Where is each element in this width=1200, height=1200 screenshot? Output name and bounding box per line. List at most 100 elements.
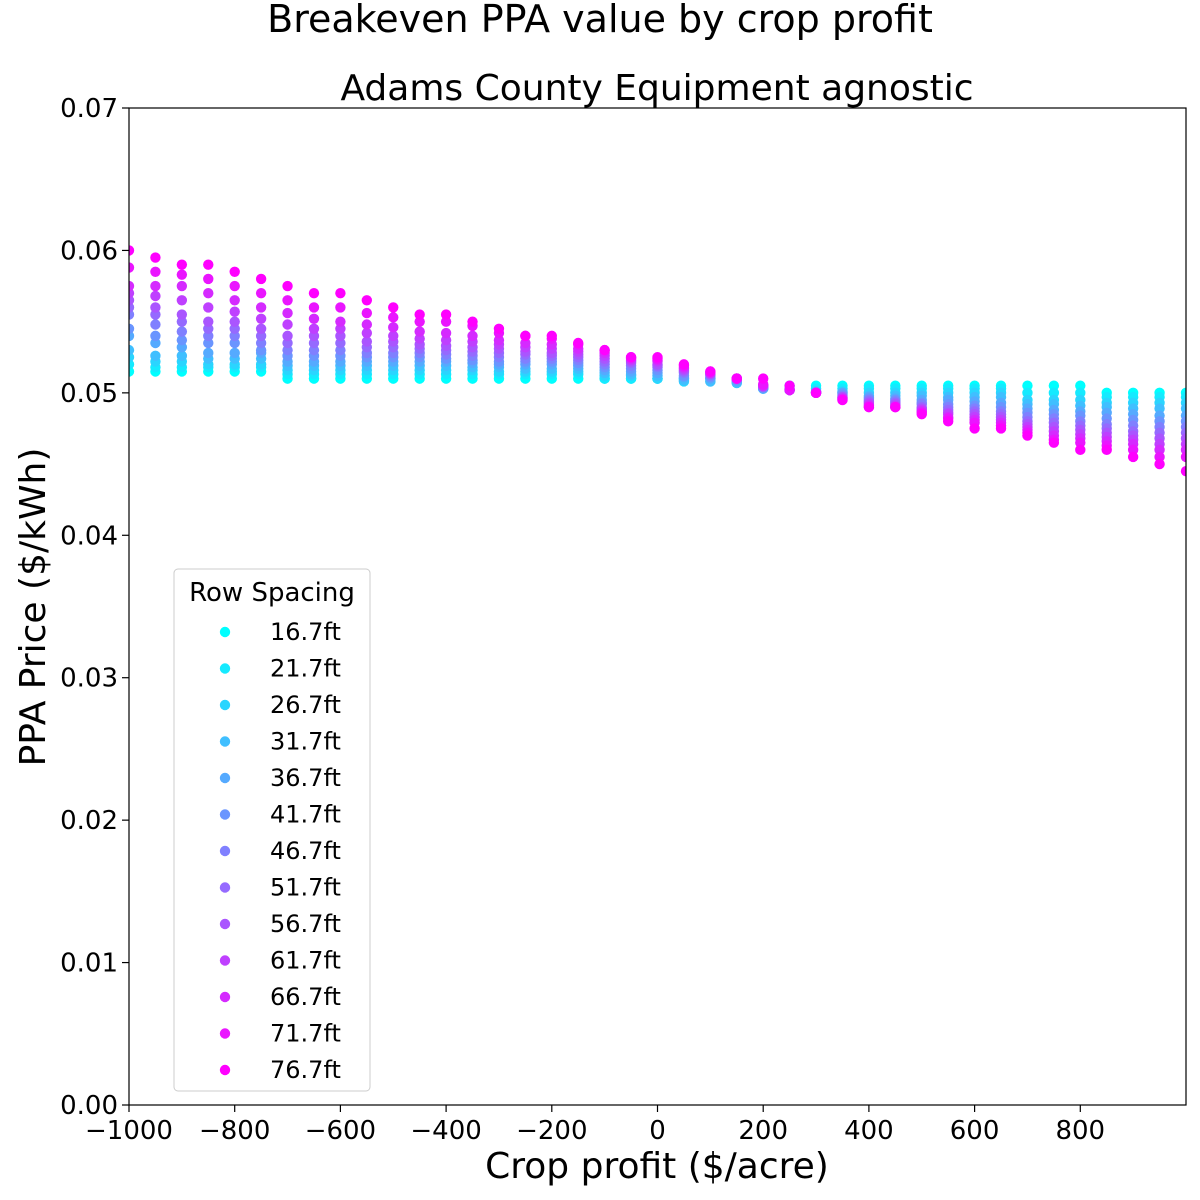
scatter-point (731, 373, 742, 384)
legend-label: 76.7ft (270, 1056, 341, 1084)
scatter-point (414, 326, 425, 337)
chart-title: Adams County Equipment agnostic (340, 68, 973, 109)
x-axis: −1000 −800 −600 −400 −200 0 200 400 600 800 (85, 1105, 1105, 1146)
legend-title: Row Spacing (189, 578, 355, 608)
scatter-point (440, 334, 452, 346)
scatter-point (916, 409, 927, 420)
scatter-point (335, 302, 346, 313)
scatter-point (1022, 430, 1033, 441)
scatter-point (1127, 444, 1139, 456)
scatter-point (308, 287, 320, 299)
scatter-point (308, 302, 320, 313)
scatter-point (282, 280, 293, 292)
scatter-point (1075, 444, 1086, 456)
scatter-point (942, 416, 954, 427)
legend-marker (219, 882, 231, 893)
scatter-point (1101, 444, 1112, 456)
x-tick-label: −400 (410, 1116, 481, 1146)
scatter-point (440, 309, 452, 320)
scatter-point (1048, 380, 1060, 391)
legend-marker (219, 1028, 231, 1039)
scatter-point (203, 337, 214, 349)
scatter-point (308, 344, 320, 356)
scatter-point (388, 330, 399, 342)
scatter-point (440, 316, 452, 327)
scatter-point (282, 344, 293, 356)
scatter-point (652, 352, 663, 363)
chart-suptitle: Breakeven PPA value by crop profit (267, 0, 933, 41)
legend-label: 56.7ft (270, 910, 341, 938)
scatter-point (255, 273, 267, 285)
legend-label: 66.7ft (270, 983, 341, 1011)
legend-label: 41.7ft (270, 801, 341, 829)
scatter-point (599, 344, 610, 356)
scatter-point (388, 322, 399, 333)
legend-label: 51.7ft (270, 874, 341, 902)
scatter-point (361, 295, 373, 306)
scatter-point (414, 333, 425, 344)
scatter-point (203, 347, 214, 359)
scatter-point (176, 295, 188, 306)
scatter-point (129, 262, 135, 273)
scatter-point (335, 337, 346, 349)
scatter-point (520, 337, 531, 349)
scatter-point (969, 423, 980, 434)
scatter-point (467, 330, 478, 342)
y-axis-label: PPA Price ($/kWh) (13, 448, 54, 767)
scatter-point (229, 347, 240, 359)
scatter-point (784, 380, 795, 391)
scatter-point (361, 307, 373, 319)
scatter-point (308, 313, 320, 324)
legend-label: 21.7ft (270, 655, 341, 683)
scatter-point (176, 269, 188, 280)
scatter-point (229, 330, 240, 342)
scatter-point (520, 330, 531, 342)
y-tick-label: 0.05 (60, 379, 118, 409)
scatter-point (203, 330, 214, 342)
scatter-point (1180, 465, 1186, 477)
legend-marker (219, 736, 231, 747)
scatter-point (890, 401, 901, 413)
scatter-point (388, 312, 399, 323)
scatter-point (129, 344, 135, 356)
scatter-point (229, 266, 240, 277)
scatter-point (335, 344, 346, 356)
scatter-point (361, 327, 373, 339)
legend-marker (219, 772, 231, 784)
scatter-point (335, 323, 346, 334)
scatter-point (229, 295, 240, 306)
legend-label: 26.7ft (270, 691, 341, 719)
scatter-point (255, 337, 267, 349)
scatter-point (203, 287, 214, 299)
scatter-point (493, 323, 505, 334)
scatter-point (1048, 437, 1060, 448)
scatter-point (176, 326, 188, 337)
legend-marker (219, 699, 231, 711)
scatter-point (176, 350, 188, 362)
scatter-point (203, 259, 214, 270)
legend-frame (173, 568, 371, 1092)
scatter-point (229, 306, 240, 317)
scatter-point (150, 252, 161, 263)
scatter-point (150, 290, 161, 302)
scatter-point (150, 319, 161, 330)
legend-marker (219, 626, 231, 638)
y-tick-label: 0.04 (60, 521, 118, 551)
x-tick-label: 600 (950, 1116, 1000, 1146)
scatter-points (129, 245, 1186, 477)
scatter-point (1022, 387, 1033, 399)
x-tick-label: 400 (844, 1116, 894, 1146)
scatter-point (705, 366, 716, 377)
scatter-point (1154, 451, 1165, 463)
x-tick-label: −1000 (85, 1116, 173, 1146)
legend-marker (219, 809, 231, 820)
x-tick-label: −800 (199, 1116, 270, 1146)
y-tick-label: 0.07 (60, 94, 118, 124)
legend: Row Spacing 16.7ft 21.7ft 26.7ft 31.7ft 36.7… (173, 568, 371, 1092)
scatter-point (129, 245, 135, 256)
scatter-point (361, 319, 373, 330)
scatter-point (414, 309, 425, 320)
scatter-point (1075, 437, 1086, 448)
y-tick-label: 0.01 (60, 949, 118, 979)
scatter-point (308, 323, 320, 334)
